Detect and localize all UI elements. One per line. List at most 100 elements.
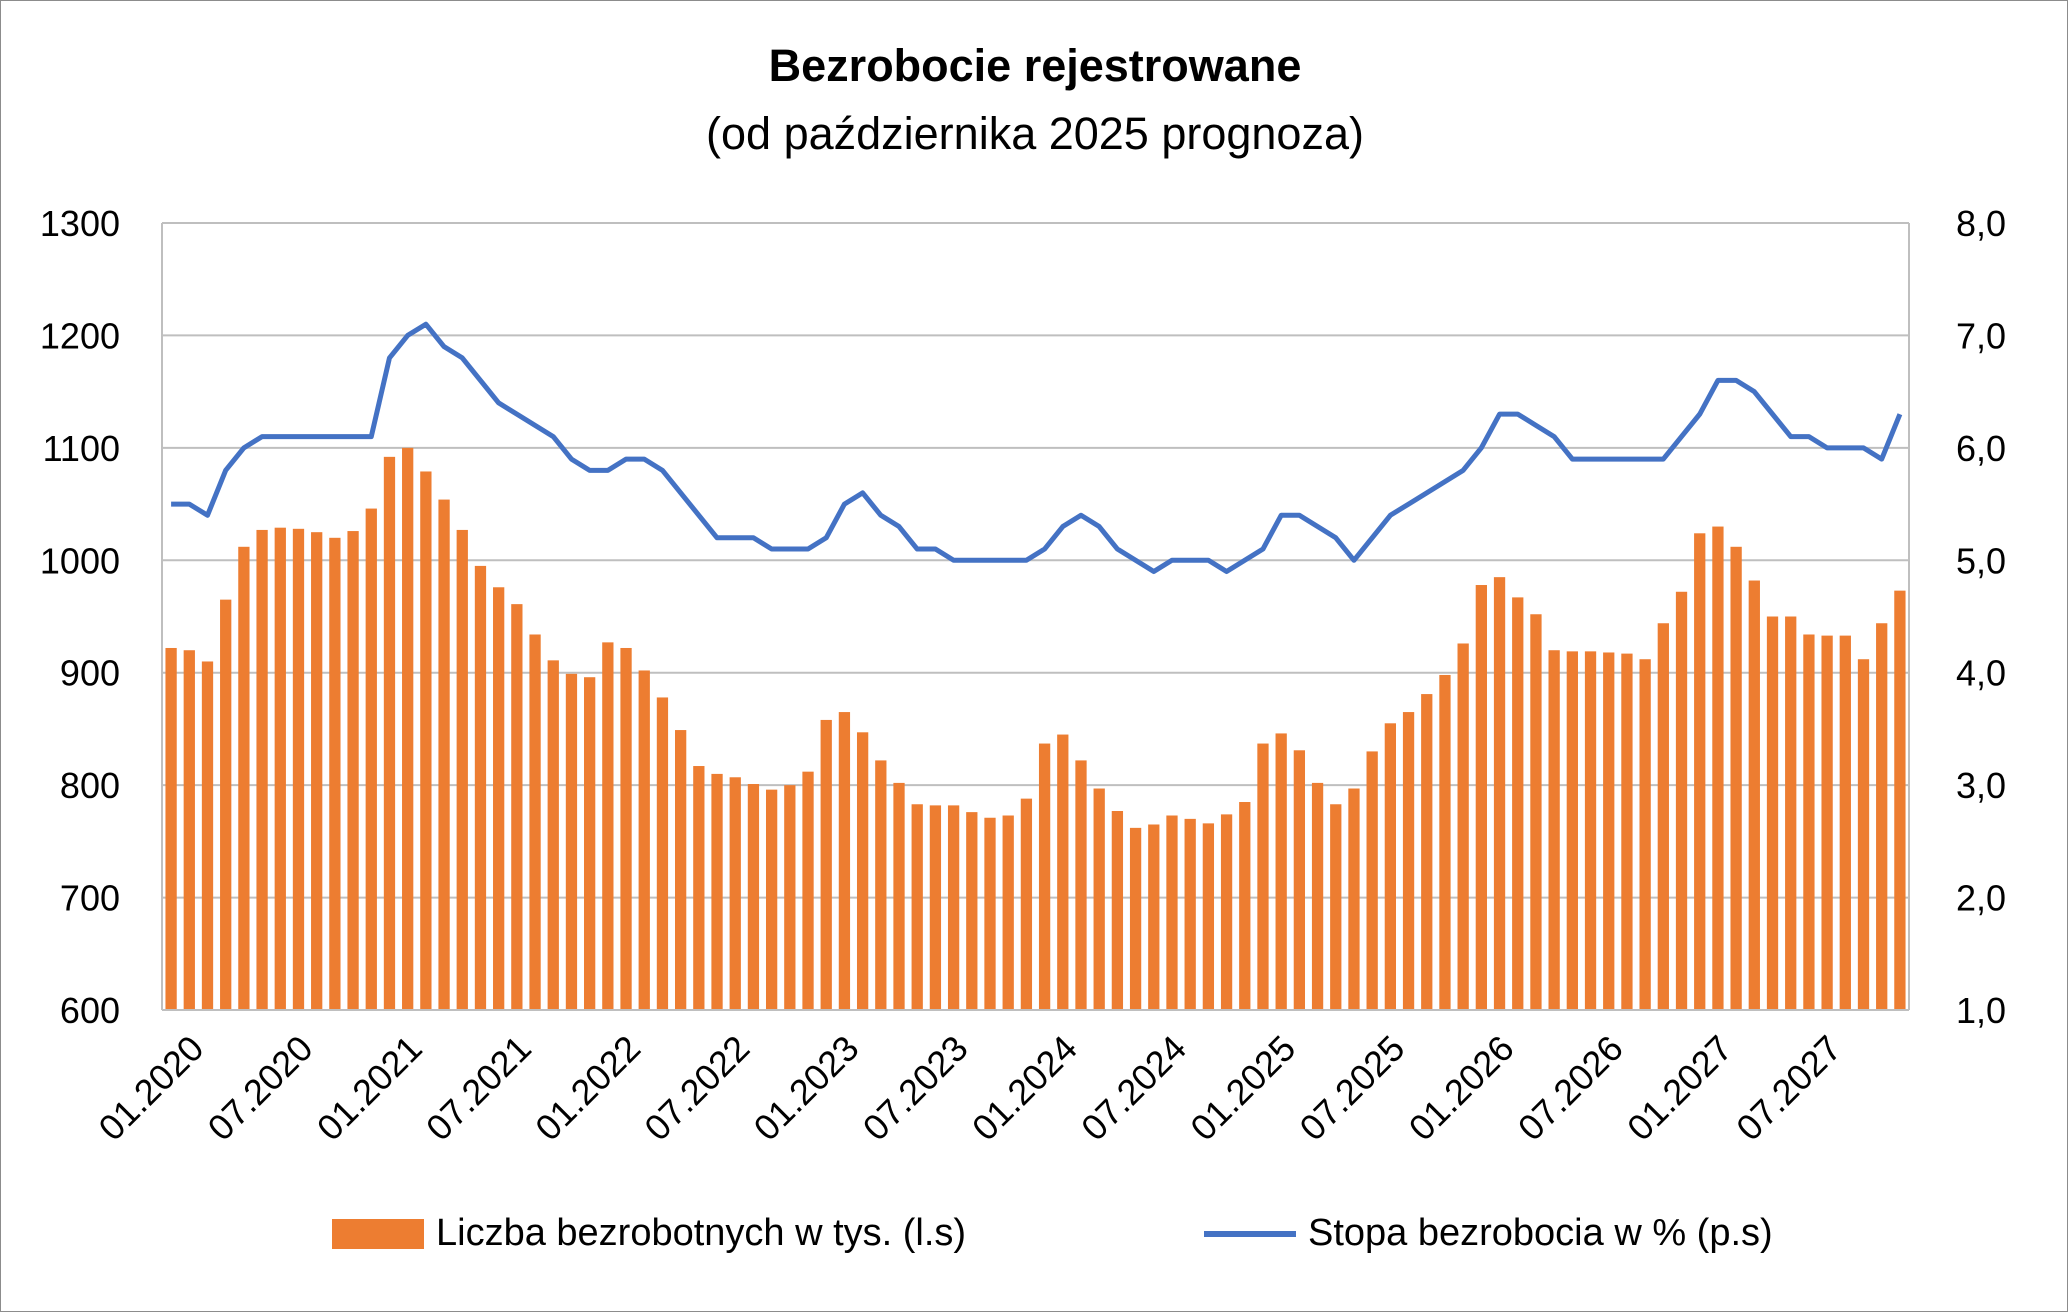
bar (765, 789, 778, 1010)
bar (493, 587, 505, 1010)
bar (1530, 614, 1542, 1010)
bar (1457, 643, 1469, 1010)
bar (929, 805, 942, 1010)
bar (984, 817, 996, 1010)
bar (911, 804, 923, 1010)
x-tick-label: 07.2020 (200, 1027, 321, 1148)
bar (420, 471, 432, 1010)
y-left-tick-label: 1100 (43, 428, 120, 469)
bar (1348, 788, 1360, 1010)
bar (838, 712, 851, 1010)
bar (1639, 659, 1651, 1010)
bar (456, 529, 468, 1010)
y-right-tick-label: 3,0 (1956, 765, 2006, 806)
bar (1366, 751, 1378, 1010)
y-left-tick-label: 1000 (40, 540, 120, 581)
bar (1894, 590, 1906, 1010)
bar (1839, 635, 1851, 1010)
bar (1621, 653, 1633, 1010)
bar (1821, 635, 1833, 1010)
bar (1548, 650, 1560, 1010)
bar (1603, 652, 1615, 1010)
bar (565, 673, 578, 1010)
bar (1876, 623, 1888, 1010)
bar (584, 677, 596, 1010)
bar (238, 546, 250, 1010)
bar (329, 537, 341, 1010)
y-left-tick-label: 1300 (40, 203, 120, 244)
bar (1075, 760, 1087, 1010)
bar (1402, 712, 1415, 1010)
bar (1038, 743, 1051, 1010)
bar (966, 812, 978, 1010)
bar (347, 531, 359, 1010)
x-tick-label: 01.2021 (309, 1027, 430, 1148)
bar (1129, 827, 1142, 1010)
bar (693, 766, 705, 1010)
bar (220, 599, 232, 1010)
bar (365, 508, 377, 1010)
bar (1421, 694, 1433, 1010)
chart-subtitle: (od października 2025 prognoza) (706, 108, 1364, 159)
bar (292, 528, 305, 1010)
bar (1202, 823, 1215, 1010)
legend-swatch-bars (332, 1218, 424, 1249)
bar (1275, 733, 1287, 1010)
bar (1184, 818, 1196, 1010)
bar (1384, 723, 1397, 1010)
y-right-tick-label: 5,0 (1956, 540, 2006, 581)
bar (674, 730, 687, 1010)
bar (256, 529, 268, 1010)
y-right-tick-label: 8,0 (1956, 203, 2006, 244)
bar (856, 732, 869, 1010)
bar (711, 773, 723, 1010)
bar (1475, 585, 1487, 1010)
bar (1803, 634, 1815, 1010)
x-tick-label: 01.2027 (1619, 1027, 1740, 1148)
bar (165, 647, 177, 1010)
bar (1657, 623, 1669, 1010)
bar (1002, 815, 1014, 1010)
bar (638, 670, 650, 1010)
y-left-tick-label: 800 (60, 765, 120, 806)
bar (547, 660, 559, 1010)
bar (1239, 802, 1251, 1010)
bar (383, 456, 396, 1010)
legend-label-line: Stopa bezrobocia w % (p.s) (1308, 1212, 1773, 1254)
bar (602, 642, 614, 1010)
bar (511, 604, 523, 1010)
legend-item-line: Stopa bezrobocia w % (p.s) (1204, 1212, 1773, 1255)
y-right-tick-label: 1,0 (1956, 990, 2006, 1031)
bar (1311, 782, 1324, 1010)
bar (1220, 814, 1233, 1010)
bar (438, 499, 450, 1010)
bar (1748, 580, 1760, 1010)
bar (1584, 651, 1597, 1010)
x-tick-label: 07.2022 (636, 1027, 757, 1148)
bar (274, 527, 286, 1010)
bar (1148, 824, 1160, 1010)
bar (311, 532, 323, 1010)
y-left-tick-label: 900 (60, 653, 120, 694)
bar (1675, 591, 1688, 1010)
bar (1785, 616, 1797, 1010)
y-right-tick-label: 2,0 (1956, 878, 2006, 919)
x-tick-label: 01.2024 (964, 1027, 1085, 1148)
x-tick-label: 07.2027 (1728, 1027, 1849, 1148)
bar (1093, 788, 1105, 1010)
x-tick-label: 07.2021 (418, 1027, 539, 1148)
bar (802, 771, 814, 1010)
bar (875, 760, 887, 1010)
bar (1439, 674, 1451, 1010)
bar (1166, 815, 1178, 1010)
bar (1493, 577, 1506, 1010)
y-right-tick-label: 4,0 (1956, 653, 2006, 694)
bar (820, 719, 832, 1010)
y-left-tick-label: 1200 (40, 315, 120, 356)
bar (1766, 616, 1779, 1010)
bar (729, 777, 741, 1010)
bar (947, 805, 960, 1010)
x-tick-label: 01.2025 (1182, 1027, 1303, 1148)
y-right-tick-label: 6,0 (1956, 428, 2006, 469)
